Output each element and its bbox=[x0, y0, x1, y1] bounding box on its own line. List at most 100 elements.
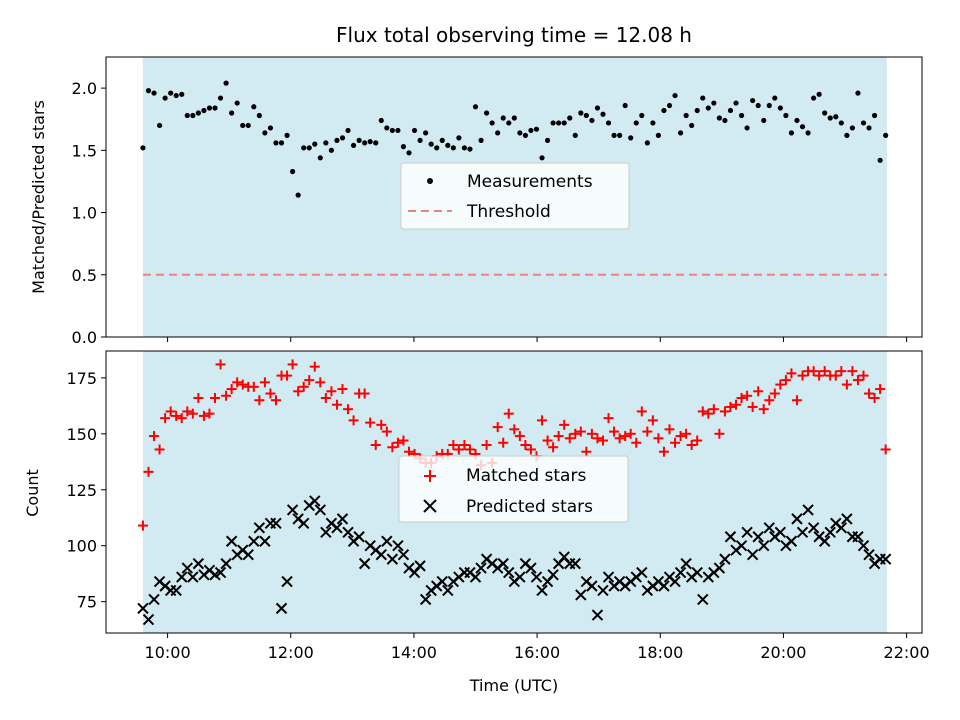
x-mark-b bbox=[281, 575, 293, 588]
x-mark-b bbox=[176, 571, 188, 583]
x-mark-b bbox=[214, 566, 227, 579]
x-mark-b bbox=[735, 540, 748, 552]
measurement-point bbox=[350, 142, 357, 148]
matched-star-point bbox=[753, 386, 764, 397]
measurement-point bbox=[827, 115, 833, 121]
bottom-x-tick-label: 16:00 bbox=[514, 643, 560, 662]
predicted-star-point bbox=[763, 522, 775, 534]
predicted-star-point bbox=[636, 566, 648, 579]
measurement-point bbox=[295, 192, 301, 198]
measurement-point bbox=[544, 137, 551, 143]
measurement-point bbox=[661, 107, 667, 114]
x-mark-b bbox=[442, 584, 454, 597]
measurement-point bbox=[644, 140, 650, 146]
x-mark-b bbox=[547, 569, 559, 581]
measurement-point bbox=[727, 107, 734, 114]
matched-star-point bbox=[847, 366, 858, 377]
measurement-point bbox=[822, 110, 828, 116]
matched-star-point bbox=[232, 377, 243, 388]
measurement-point bbox=[578, 110, 584, 116]
measurement-point bbox=[400, 144, 407, 150]
x-mark-b bbox=[841, 513, 853, 525]
predicted-star-point bbox=[597, 584, 609, 597]
x-mark-b bbox=[170, 584, 182, 597]
measurement-point bbox=[190, 112, 196, 119]
measurement-point bbox=[434, 145, 440, 151]
top-y-tick-label: 1.5 bbox=[72, 141, 97, 160]
top-y-tick-label: 0.0 bbox=[72, 328, 97, 347]
predicted-star-point bbox=[220, 557, 232, 570]
x-mark-b bbox=[663, 571, 676, 583]
measurement-point bbox=[833, 114, 839, 120]
legend-threshold-label: Threshold bbox=[466, 202, 551, 222]
x-mark-b bbox=[763, 522, 775, 534]
matched-star-point bbox=[791, 395, 802, 406]
matched-star-point bbox=[548, 442, 559, 453]
bottom-legend-box bbox=[398, 455, 629, 523]
predicted-star-point bbox=[536, 584, 548, 597]
measurement-point bbox=[506, 120, 512, 126]
matched-star-point bbox=[697, 406, 708, 417]
bottom-y-tick-label: 100 bbox=[66, 537, 97, 556]
predicted-star-point bbox=[331, 522, 343, 534]
matched-star-point bbox=[647, 415, 658, 426]
predicted-star-point bbox=[602, 571, 615, 583]
x-mark-b bbox=[386, 553, 399, 565]
predicted-star-point bbox=[569, 557, 581, 570]
measurement-point bbox=[245, 122, 251, 129]
measurement-point bbox=[689, 122, 695, 129]
x-mark-b bbox=[187, 571, 199, 583]
predicted-star-point bbox=[741, 526, 753, 538]
top-y-tick-label: 1.0 bbox=[72, 204, 97, 223]
measurement-point bbox=[356, 137, 362, 143]
matched-star-point bbox=[880, 444, 891, 455]
matched-star-point bbox=[736, 393, 747, 403]
measurement-point bbox=[805, 130, 811, 136]
x-mark-b bbox=[497, 557, 509, 570]
bottom-y-tick-label: 150 bbox=[66, 425, 97, 444]
bottom-plot-area bbox=[137, 351, 892, 633]
matched-star-point bbox=[708, 404, 719, 415]
predicted-star-point bbox=[192, 557, 205, 570]
measurement-point bbox=[256, 112, 262, 119]
measurement-point bbox=[478, 137, 484, 143]
measurement-point bbox=[639, 112, 645, 119]
measurement-point bbox=[583, 112, 589, 119]
x-mark-b bbox=[353, 531, 365, 543]
x-mark-b bbox=[719, 553, 731, 565]
predicted-star-point bbox=[835, 522, 848, 534]
bottom-x-tick-label: 22:00 bbox=[884, 643, 930, 662]
predicted-star-point bbox=[419, 593, 432, 606]
matched-star-point bbox=[636, 406, 647, 417]
predicted-star-point bbox=[397, 548, 410, 561]
matched-star-point bbox=[714, 428, 725, 439]
bottom-axes-frame bbox=[105, 350, 923, 634]
x-mark-b bbox=[297, 517, 310, 530]
matched-star-point bbox=[731, 399, 742, 410]
predicted-star-point bbox=[214, 566, 227, 579]
predicted-star-point bbox=[530, 571, 543, 583]
measurement-point bbox=[428, 141, 434, 147]
matched-star-point bbox=[875, 384, 886, 395]
x-mark-b bbox=[464, 566, 476, 579]
x-mark-b bbox=[159, 580, 171, 592]
measurement-point bbox=[179, 91, 185, 97]
x-mark-b bbox=[331, 522, 343, 534]
measurement-point bbox=[450, 145, 456, 151]
measurement-point bbox=[323, 140, 329, 146]
measurement-point bbox=[788, 130, 795, 136]
x-mark-b bbox=[514, 571, 526, 583]
predicted-star-point bbox=[807, 522, 820, 534]
measurement-point bbox=[838, 120, 844, 126]
x-mark-b bbox=[203, 564, 216, 577]
predicted-star-point bbox=[879, 553, 892, 565]
x-mark-b bbox=[791, 513, 803, 525]
matched-star-point bbox=[509, 424, 520, 435]
measurement-point bbox=[168, 90, 174, 96]
x-mark-b bbox=[796, 526, 809, 538]
legend-dot-icon bbox=[427, 178, 433, 184]
predicted-star-point bbox=[336, 513, 349, 525]
measurement-point bbox=[605, 120, 612, 126]
measurement-point bbox=[633, 120, 639, 126]
